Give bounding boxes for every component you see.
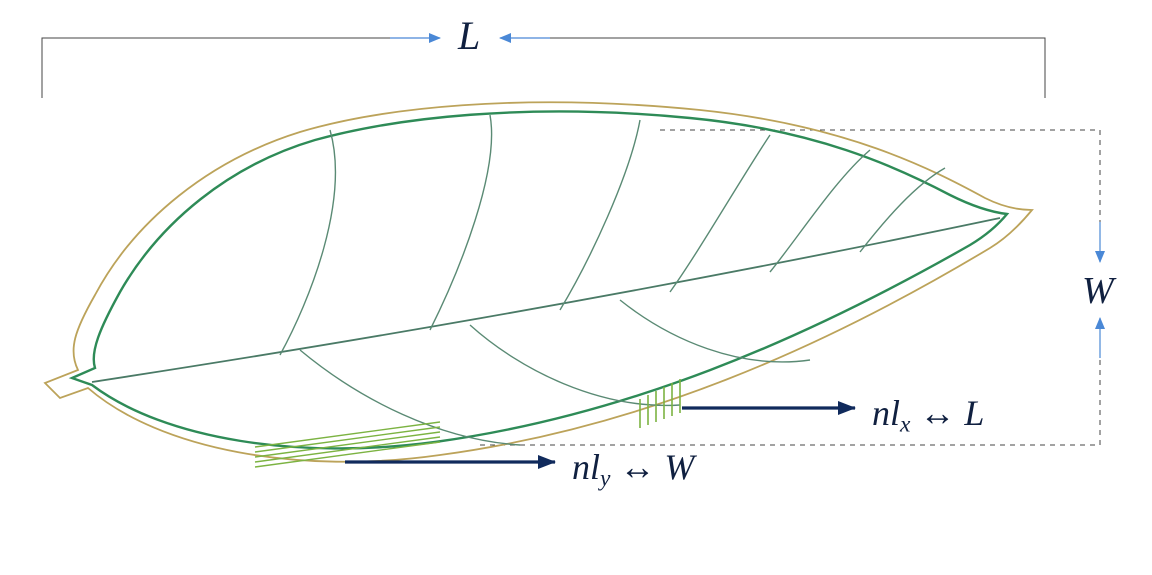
leaf-dimension-diagram: L W nlx ↔ L nly ↔ W bbox=[0, 0, 1152, 575]
dimension-L-bracket bbox=[42, 38, 1045, 98]
dim-L-text: L bbox=[458, 13, 480, 58]
dim-W-text: W bbox=[1082, 270, 1114, 312]
dim-W-top-guide bbox=[660, 130, 1100, 222]
leaf-vein bbox=[280, 130, 335, 355]
leaf-vein bbox=[860, 168, 945, 252]
nlx-post: ↔ L bbox=[910, 393, 984, 433]
dim-W-bottom-guide bbox=[480, 358, 1100, 445]
nly-pre: nl bbox=[572, 447, 600, 487]
leaf-inner-outline bbox=[72, 112, 1007, 449]
annotation-label-nly: nly ↔ W bbox=[572, 446, 694, 493]
leaf-midrib-vein bbox=[92, 218, 1000, 382]
leaf-vein bbox=[770, 150, 870, 272]
leaf-vein bbox=[560, 120, 640, 310]
annotation-label-nlx: nlx ↔ L bbox=[872, 392, 984, 439]
leaf-vein bbox=[430, 115, 492, 330]
nly-post: ↔ W bbox=[610, 447, 694, 487]
dim-L-left-guide bbox=[42, 38, 390, 98]
nlx-sub: x bbox=[900, 412, 910, 438]
nly-sub: y bbox=[600, 466, 610, 492]
dimension-L-label: L bbox=[458, 12, 480, 59]
leaf-vein bbox=[670, 135, 770, 292]
dim-L-right-guide bbox=[550, 38, 1045, 98]
leaf-secondary-veins bbox=[280, 115, 945, 445]
dimension-W-label: W bbox=[1082, 269, 1114, 313]
leaf-vein bbox=[470, 325, 680, 405]
nlx-pre: nl bbox=[872, 393, 900, 433]
leaf-vein bbox=[620, 300, 810, 362]
